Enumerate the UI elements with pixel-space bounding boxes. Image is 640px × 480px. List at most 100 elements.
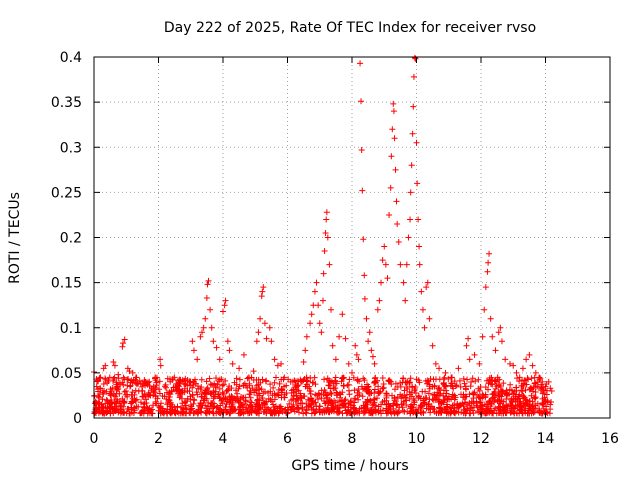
data-point — [137, 399, 144, 406]
data-point — [532, 394, 539, 401]
data-point — [139, 383, 146, 390]
data-point — [107, 392, 114, 399]
data-point — [293, 401, 300, 408]
data-point — [156, 390, 163, 397]
data-point — [381, 243, 388, 250]
data-point — [482, 284, 489, 291]
data-point — [121, 388, 128, 395]
data-point — [382, 261, 389, 268]
data-point — [407, 375, 414, 382]
data-point — [255, 410, 262, 417]
data-point — [390, 108, 397, 115]
data-point — [334, 404, 341, 411]
data-point — [375, 407, 382, 414]
data-point — [247, 387, 254, 394]
data-point — [201, 395, 208, 402]
data-point — [441, 379, 448, 386]
data-point — [340, 382, 347, 389]
data-point — [352, 407, 359, 414]
data-point — [433, 392, 440, 399]
data-point — [427, 406, 434, 413]
data-point — [150, 402, 157, 409]
data-point — [222, 406, 229, 413]
data-point — [429, 396, 436, 403]
data-point — [332, 374, 339, 381]
data-point — [400, 398, 407, 405]
data-point — [129, 389, 136, 396]
data-point — [137, 380, 144, 387]
data-point — [232, 387, 239, 394]
data-point — [287, 378, 294, 385]
data-point — [246, 380, 253, 387]
data-point — [286, 400, 293, 407]
data-point — [107, 398, 114, 405]
data-point — [358, 146, 365, 153]
data-point — [525, 376, 532, 383]
data-point — [540, 389, 547, 396]
data-point — [114, 398, 121, 405]
data-point — [152, 392, 159, 399]
data-point — [278, 405, 285, 412]
y-tick-label: 0 — [73, 411, 82, 427]
data-point — [507, 381, 514, 388]
data-point — [349, 369, 355, 376]
data-point — [241, 400, 248, 407]
data-point — [500, 404, 507, 411]
data-point — [539, 390, 546, 397]
data-point — [198, 376, 205, 383]
data-point — [236, 376, 243, 383]
data-point — [523, 381, 530, 388]
data-point — [391, 397, 398, 404]
data-point — [119, 343, 126, 350]
data-point — [204, 281, 211, 288]
data-point — [207, 381, 214, 388]
data-point — [332, 356, 339, 363]
data-point — [115, 371, 122, 378]
data-point — [476, 360, 483, 367]
y-axis-label: ROTI / TECUs — [7, 192, 23, 284]
data-point — [183, 406, 190, 413]
data-point — [260, 284, 267, 291]
data-point — [243, 404, 250, 411]
data-point — [379, 385, 386, 392]
data-point — [242, 394, 249, 401]
data-point — [285, 376, 292, 383]
data-point — [179, 388, 186, 395]
data-point — [339, 375, 346, 382]
data-points — [91, 54, 555, 417]
data-point — [375, 383, 382, 390]
data-point — [110, 359, 117, 366]
data-point — [479, 394, 486, 401]
data-point — [541, 408, 548, 415]
data-point — [218, 376, 225, 383]
grid — [94, 57, 610, 418]
data-point — [364, 398, 371, 405]
data-point — [410, 73, 417, 80]
data-point — [403, 391, 410, 398]
data-point — [233, 381, 240, 388]
y-tick-label: 0.2 — [60, 231, 82, 247]
data-point — [270, 384, 277, 391]
y-tick-label: 0.4 — [60, 50, 82, 66]
data-point — [336, 333, 343, 340]
data-point — [189, 338, 196, 345]
data-point — [420, 397, 427, 404]
data-point — [278, 360, 285, 367]
data-point — [518, 383, 525, 390]
data-point — [300, 359, 307, 366]
data-point — [328, 391, 335, 398]
data-point — [212, 393, 219, 400]
data-point — [537, 387, 544, 394]
data-point — [258, 293, 265, 300]
data-point — [339, 410, 346, 417]
data-point — [206, 388, 213, 395]
data-point — [301, 393, 308, 400]
data-point — [302, 383, 309, 390]
data-point — [394, 401, 401, 408]
data-point — [412, 383, 419, 390]
data-point — [374, 306, 381, 313]
data-point — [221, 302, 228, 309]
data-point — [350, 374, 357, 381]
data-point — [374, 377, 381, 384]
data-point — [542, 383, 549, 390]
